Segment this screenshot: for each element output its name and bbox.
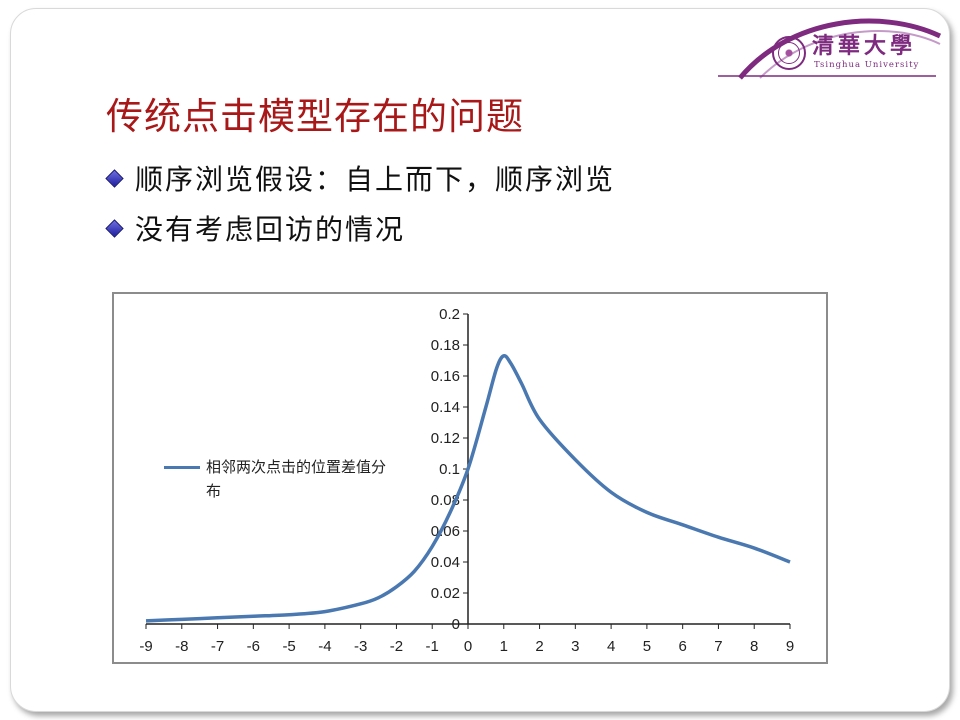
x-tick-label: 6 [678,638,686,655]
chart-legend: 相邻两次点击的位置差值分布 [164,455,404,503]
y-tick-label: 0.02 [431,585,460,602]
logo-chinese-name: 清華大學 [812,33,917,59]
bullet-text: 顺序浏览假设：自上而下，顺序浏览 [135,163,616,196]
series-line [145,354,791,623]
y-tick-label: 0.18 [431,337,460,354]
x-tick-label: -4 [318,638,331,655]
y-tick-label: 0.12 [431,430,460,447]
y-tick-label: 0 [452,616,460,633]
x-tick-label: 0 [464,638,472,655]
x-tick-label: -6 [247,638,260,655]
x-tick-label: 2 [535,638,543,655]
y-tick-label: 0.16 [431,368,460,385]
legend-swatch [164,466,200,469]
y-tick-label: 0.04 [431,554,460,571]
x-tick-label: 7 [714,638,722,655]
x-tick-label: 5 [643,638,651,655]
chart-frame [112,292,828,664]
x-tick-label: -1 [426,638,439,655]
x-tick-label: -5 [282,638,295,655]
university-seal-icon [772,36,806,70]
bullet-item: 没有考虑回访的情况 [105,210,406,246]
x-tick-label: -7 [211,638,224,655]
slide-title: 传统点击模型存在的问题 [106,95,524,138]
x-tick-label: 1 [500,638,508,655]
x-tick-label: -3 [354,638,367,655]
x-tick-label: 8 [750,638,758,655]
bullet-item: 顺序浏览假设：自上而下，顺序浏览 [105,160,616,196]
x-tick-label: 3 [571,638,579,655]
x-tick-label: 4 [607,638,615,655]
y-tick-label: 0.2 [439,306,460,323]
logo-english-name: Tsinghua University [814,60,920,70]
x-tick-label: -8 [175,638,188,655]
bullet-text: 没有考虑回访的情况 [135,213,406,246]
x-tick-label: 9 [786,638,794,655]
x-tick-label: -9 [139,638,152,655]
x-tick-label: -2 [390,638,403,655]
y-tick-label: 0.14 [431,399,460,416]
legend-label: 相邻两次点击的位置差值分布 [206,458,387,500]
y-tick-label: 0.1 [439,461,460,478]
